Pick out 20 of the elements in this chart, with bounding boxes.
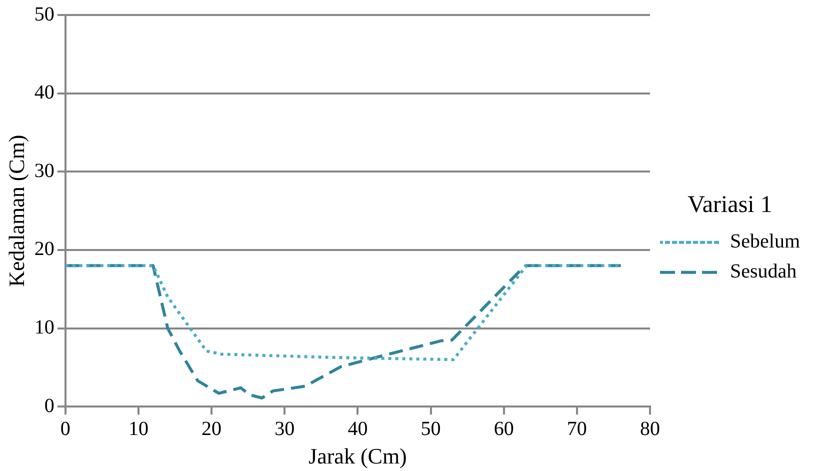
x-tick-label: 10 bbox=[128, 418, 148, 440]
legend-label: Sesudah bbox=[730, 260, 797, 283]
x-axis-title: Jarak (Cm) bbox=[308, 444, 407, 469]
y-tick-label: 50 bbox=[34, 3, 54, 26]
y-tick-label: 40 bbox=[34, 82, 54, 104]
x-tick-label: 70 bbox=[566, 418, 587, 440]
y-tick-label: 20 bbox=[34, 238, 54, 260]
x-tick-label: 50 bbox=[420, 418, 441, 440]
x-tick-label: 80 bbox=[640, 418, 660, 440]
legend-label: Sebelum bbox=[730, 230, 800, 253]
legend-title: Variasi 1 bbox=[688, 192, 772, 218]
y-tick-label: 30 bbox=[34, 160, 54, 182]
x-tick-label: 40 bbox=[348, 418, 368, 440]
x-tick-label: 0 bbox=[60, 418, 70, 440]
y-axis-title: Kedalaman (Cm) bbox=[4, 134, 29, 287]
x-tick-label: 60 bbox=[494, 418, 514, 440]
x-tick-label: 20 bbox=[202, 418, 222, 440]
y-tick-label: 10 bbox=[34, 316, 54, 339]
x-tick-label: 30 bbox=[274, 418, 295, 440]
y-tick-label: 0 bbox=[44, 394, 54, 417]
